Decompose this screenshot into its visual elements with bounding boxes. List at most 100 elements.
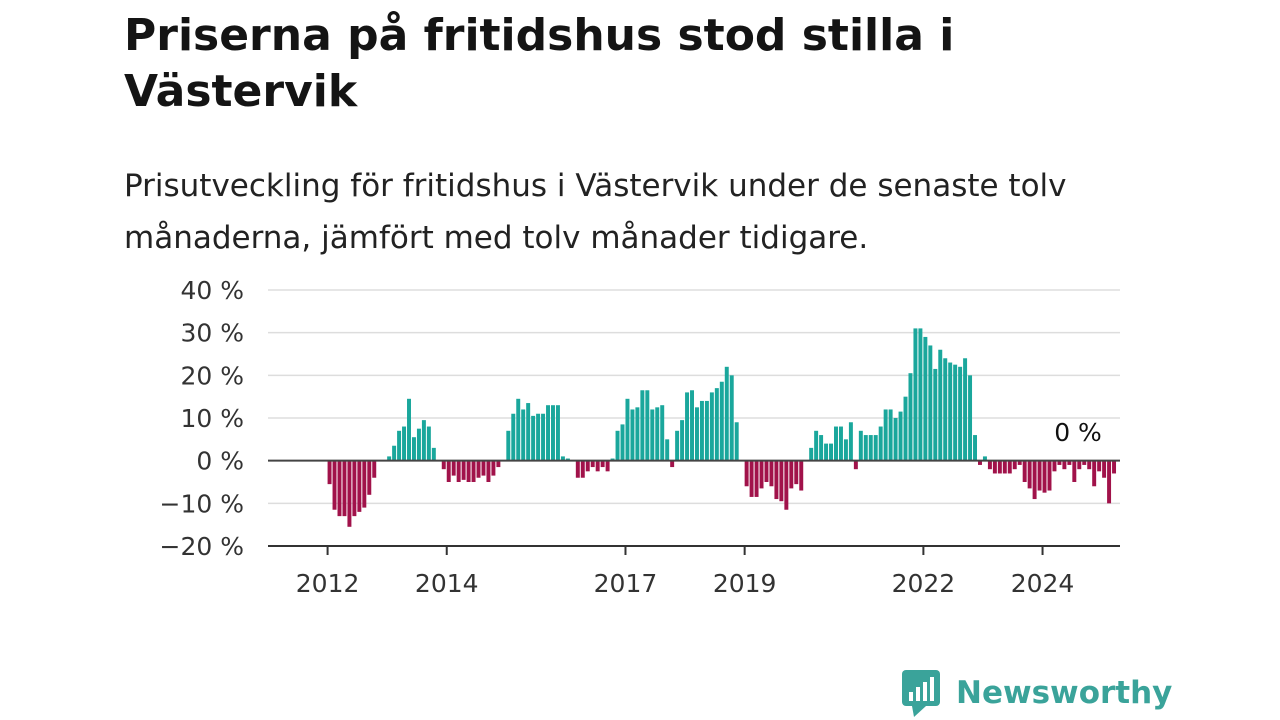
bar <box>704 400 709 461</box>
bar <box>1007 460 1012 474</box>
bar <box>531 415 536 461</box>
bar <box>496 460 501 468</box>
bar <box>799 460 804 491</box>
x-tick-label: 2012 <box>296 569 360 598</box>
bar <box>789 460 794 489</box>
bar <box>1077 460 1082 470</box>
bar <box>893 418 898 461</box>
bar <box>461 460 466 480</box>
bar <box>838 426 843 461</box>
x-tick-label: 2024 <box>1011 569 1075 598</box>
bar <box>779 460 784 502</box>
bar <box>1022 460 1027 482</box>
newsworthy-icon <box>902 670 940 717</box>
bar <box>903 396 908 461</box>
x-tick-label: 2014 <box>415 569 479 598</box>
bar <box>327 460 332 485</box>
bar <box>680 420 685 461</box>
bar <box>560 456 565 461</box>
bar <box>441 460 446 470</box>
bar <box>923 336 928 461</box>
bar <box>585 460 590 472</box>
bar <box>843 439 848 461</box>
x-tick-label: 2019 <box>713 569 777 598</box>
bar <box>1032 460 1037 500</box>
bar <box>575 460 580 478</box>
bar <box>918 328 923 461</box>
bar <box>630 409 635 461</box>
bar <box>1042 460 1047 493</box>
bar <box>416 428 421 461</box>
bar <box>635 407 640 461</box>
bar <box>650 409 655 461</box>
bar <box>1062 460 1067 470</box>
bar <box>645 390 650 461</box>
bar <box>963 358 968 461</box>
bar <box>794 460 799 485</box>
bar <box>387 456 392 461</box>
bar <box>471 460 476 482</box>
bar <box>1027 460 1032 489</box>
bar <box>1097 460 1102 472</box>
bar <box>446 460 451 482</box>
bar <box>590 460 595 468</box>
bar <box>868 435 873 461</box>
bar <box>426 426 431 461</box>
bar <box>699 400 704 461</box>
bar <box>670 460 675 468</box>
brand-name: Newsworthy <box>956 675 1173 711</box>
bar <box>362 460 367 508</box>
grid-layer <box>268 289 1120 505</box>
bar <box>978 460 982 465</box>
bar <box>481 460 486 476</box>
bar <box>511 413 516 461</box>
bar <box>625 398 630 461</box>
x-tick-label: 2022 <box>892 569 956 598</box>
bar <box>769 460 774 487</box>
bar <box>342 460 347 517</box>
bar <box>1047 460 1052 491</box>
bar <box>824 443 829 461</box>
bar <box>476 460 481 478</box>
bar <box>709 392 714 461</box>
bar <box>1012 460 1017 470</box>
bar <box>829 443 834 461</box>
bar <box>610 458 615 461</box>
bar <box>754 460 759 497</box>
bar <box>407 398 411 461</box>
bar <box>402 426 407 461</box>
bar <box>337 460 342 517</box>
bar <box>506 430 511 461</box>
bar <box>615 430 620 461</box>
bar <box>1112 460 1117 474</box>
bar <box>1087 460 1092 470</box>
bar <box>948 362 953 461</box>
bar <box>580 460 585 478</box>
bar <box>431 447 436 461</box>
y-tick-label: 20 % <box>180 361 244 390</box>
bar <box>873 435 878 461</box>
bar <box>1002 460 1007 474</box>
bar <box>392 445 397 461</box>
latest-value-annotation: 0 % <box>1054 418 1102 447</box>
bar <box>933 368 938 461</box>
bar <box>819 435 824 461</box>
bar <box>665 439 670 461</box>
bar <box>352 460 357 517</box>
bar <box>332 460 337 510</box>
bar <box>958 366 963 461</box>
bar <box>913 328 918 461</box>
bar <box>451 460 456 476</box>
bar <box>814 430 819 461</box>
chart-subtitle: Prisutveckling för fritidshus i Västervi… <box>124 168 1067 256</box>
bar <box>491 460 496 476</box>
bar <box>953 364 958 461</box>
bar <box>600 460 605 468</box>
y-tick-label: 30 % <box>180 319 244 348</box>
bar <box>421 420 426 461</box>
bar <box>536 413 541 461</box>
bar <box>372 460 377 478</box>
bar <box>675 430 680 461</box>
bar <box>968 375 973 461</box>
bar <box>655 407 660 461</box>
